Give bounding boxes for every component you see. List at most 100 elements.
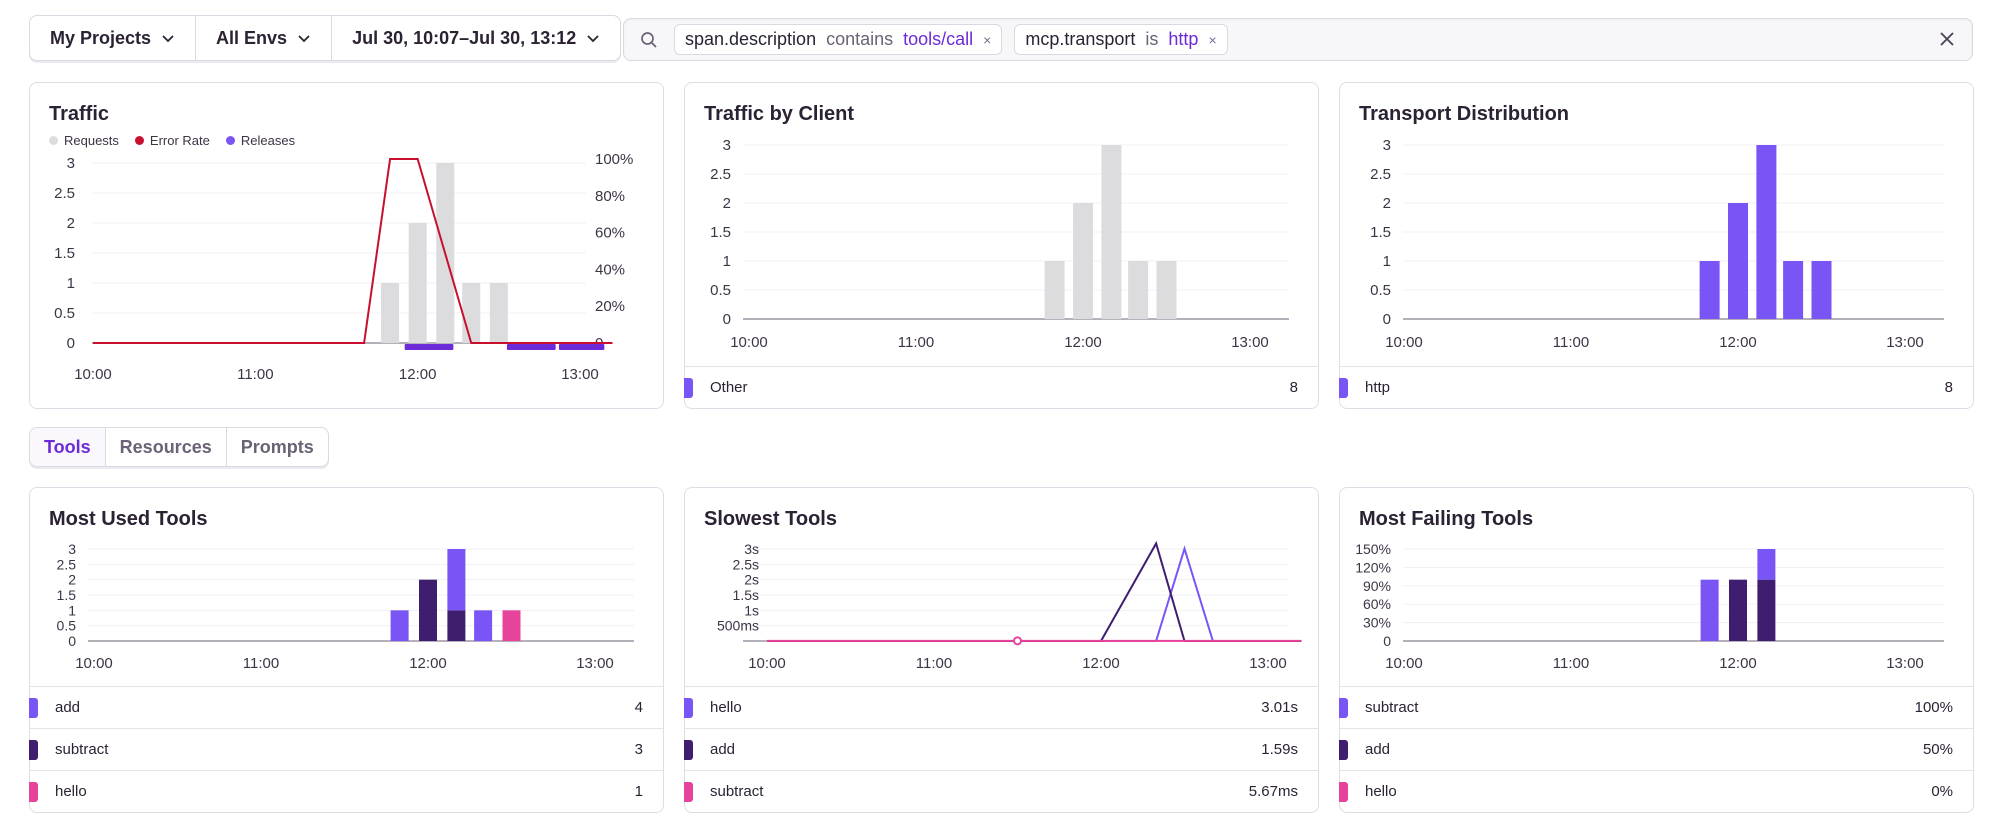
series-value: 1.59s: [1261, 741, 1298, 758]
y-tick-label: 1s: [744, 602, 759, 618]
filter-value[interactable]: tools/call: [903, 29, 974, 49]
legend-label: Requests: [64, 133, 119, 148]
most-failing-tools-chart[interactable]: 0 30% 60% 90% 120% 150% 10:00 11:00 12:00 13:00: [1340, 488, 1973, 688]
x-tick-label: 11:00: [243, 655, 279, 672]
list-item[interactable]: subtract 5.67ms: [684, 770, 1318, 812]
list-item[interactable]: hello 3.01s: [684, 686, 1318, 728]
requests-bar: [408, 223, 427, 343]
y-tick-label: 0: [68, 633, 76, 649]
chevron-down-icon: [298, 35, 310, 43]
list-item[interactable]: add 1.59s: [684, 728, 1318, 770]
series-value: 3: [634, 741, 643, 758]
remove-filter-icon[interactable]: ×: [1208, 31, 1217, 48]
x-tick-label: 11:00: [1553, 655, 1589, 672]
search-query-bar[interactable]: span.description contains tools/call × m…: [623, 18, 1973, 61]
date-range-label: Jul 30, 10:07–Jul 30, 13:12: [352, 27, 577, 48]
subtract-point: [1013, 636, 1022, 646]
panel-title: Most Used Tools: [49, 508, 208, 530]
x-tick-label: 11:00: [898, 334, 934, 351]
remove-filter-icon[interactable]: ×: [983, 31, 992, 48]
y-tick-label: 30%: [1363, 615, 1391, 631]
legend-item-releases[interactable]: Releases: [225, 133, 296, 148]
series-value: 3.01s: [1261, 699, 1298, 716]
series-swatch: [684, 782, 693, 802]
x-tick-label: 11:00: [916, 655, 952, 672]
subtract-bar: [1757, 549, 1776, 580]
y-tick-label: 150%: [1355, 541, 1391, 557]
x-tick-label: 10:00: [1385, 655, 1423, 672]
list-item[interactable]: subtract 3: [29, 728, 663, 770]
tab-prompts[interactable]: Prompts: [240, 436, 314, 457]
bar: [1101, 145, 1122, 319]
y-tick-label: 1: [723, 253, 731, 270]
y-tick-label: 2.5: [710, 166, 731, 183]
add-line: [767, 540, 1302, 642]
list-item[interactable]: subtract 100%: [1339, 686, 1973, 728]
list-item[interactable]: Other 8: [684, 366, 1318, 408]
x-tick-label: 11:00: [1553, 334, 1589, 351]
filter-operator[interactable]: is: [1145, 29, 1159, 49]
y-tick-label: 0.5: [1370, 282, 1391, 299]
date-range-selector[interactable]: Jul 30, 10:07–Jul 30, 13:12: [332, 16, 620, 60]
series-value: 8: [1944, 379, 1953, 396]
release-marker: [404, 344, 454, 350]
clear-search-icon[interactable]: [1938, 30, 1956, 48]
most-used-tools-chart[interactable]: 00.511.522.53 10:00 11:00 12:00 13:00: [30, 488, 663, 688]
bar: [1783, 261, 1804, 319]
series-value: 1: [634, 783, 643, 800]
series-name: add: [1365, 741, 1391, 758]
environment-selector[interactable]: All Envs: [196, 16, 333, 60]
x-tick-label: 12:00: [399, 366, 437, 383]
filter-token[interactable]: mcp.transport is http ×: [1014, 24, 1228, 55]
y2-tick-label: 80%: [595, 188, 625, 205]
legend-label: Releases: [240, 133, 296, 148]
most-failing-tools-panel: Most Failing Tools 0 30% 60% 90% 120% 150% 10:…: [1339, 487, 1974, 813]
release-marker: [558, 344, 605, 350]
series-value: 5.67ms: [1248, 783, 1298, 800]
list-item[interactable]: http 8: [1339, 366, 1973, 408]
list-item[interactable]: add 4: [29, 686, 663, 728]
legend-label: Error Rate: [149, 133, 210, 148]
bar: [1811, 261, 1832, 319]
y-tick-label: 1: [68, 602, 76, 618]
series-swatch: [684, 378, 693, 398]
bar: [1699, 261, 1720, 319]
add-bar: [447, 549, 466, 611]
filter-operator[interactable]: contains: [826, 29, 894, 49]
x-tick-label: 10:00: [75, 655, 113, 672]
legend-item-requests[interactable]: Requests: [49, 133, 119, 148]
list-item[interactable]: hello 1: [29, 770, 663, 812]
requests-bar: [489, 283, 508, 343]
legend-item-error-rate[interactable]: Error Rate: [134, 133, 210, 148]
y-tick-label: 3: [723, 137, 731, 154]
add-bar: [1757, 579, 1776, 641]
list-item[interactable]: hello 0%: [1339, 770, 1973, 812]
tab-tools[interactable]: Tools: [30, 428, 106, 466]
traffic-by-client-chart[interactable]: 0 0.5 1 1.5 2 2.5 3 10:00 11:00 12:00 13:00: [685, 83, 1318, 363]
subtract-bar: [447, 610, 466, 641]
series-name: subtract: [1365, 699, 1419, 716]
filter-value[interactable]: http: [1168, 29, 1199, 49]
series-swatch: [29, 698, 38, 718]
y-tick-label: 2: [723, 195, 731, 212]
transport-distribution-chart[interactable]: 0 0.5 1 1.5 2 2.5 3 10:00 11:00 12:00 13:00: [1340, 83, 1973, 363]
series-name: hello: [55, 783, 87, 800]
project-selector[interactable]: My Projects: [30, 16, 197, 60]
series-swatch: [1339, 378, 1348, 398]
subtract-bar: [419, 579, 437, 641]
y-tick-label: 1.5: [1370, 224, 1391, 241]
y-tick-label: 0: [1383, 311, 1391, 328]
filter-token[interactable]: span.description contains tools/call ×: [674, 24, 1003, 55]
panel-title: Traffic by Client: [704, 103, 855, 125]
y-tick-label: 120%: [1355, 559, 1391, 575]
tab-resources[interactable]: Resources: [106, 428, 227, 466]
x-tick-label: 13:00: [1249, 655, 1287, 672]
series-name: subtract: [710, 783, 764, 800]
y2-tick-label: 40%: [595, 261, 625, 278]
series-name: hello: [1365, 783, 1397, 800]
list-item[interactable]: add 50%: [1339, 728, 1973, 770]
y-tick-label: 2.5s: [733, 556, 759, 572]
x-tick-label: 12:00: [1719, 334, 1757, 351]
